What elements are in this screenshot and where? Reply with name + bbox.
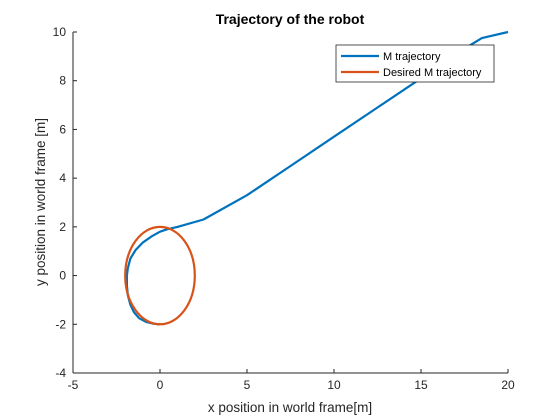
legend-label-m-trajectory: M trajectory	[383, 51, 441, 63]
y-tick-label: 6	[59, 122, 66, 136]
series-layer	[124, 30, 509, 326]
series-desired-m-trajectory	[124, 225, 196, 326]
legend-label-desired-m-trajectory: Desired M trajectory	[383, 67, 482, 79]
plot-background	[73, 32, 508, 373]
x-axis-label: x position in world frame[m]	[208, 400, 372, 415]
legend-box	[335, 44, 495, 83]
y-tick-label: -4	[55, 366, 66, 380]
y-tick-label: 4	[59, 171, 66, 185]
x-tick-label: 15	[414, 378, 428, 392]
legend: M trajectory Desired M trajectory	[335, 44, 495, 83]
axes-layer	[72, 32, 508, 374]
x-tick-label: 0	[157, 378, 164, 392]
x-tick-label: 20	[501, 378, 515, 392]
chart-title: Trajectory of the robot	[216, 11, 365, 27]
x-tick-label: 5	[244, 378, 251, 392]
y-tick-label: 8	[59, 74, 66, 88]
plot-area: -5 0 5 10 15 20 -4 -2 0 2 4 6 8 10	[53, 25, 515, 392]
x-tick-label: 10	[327, 378, 341, 392]
y-axis-label: y position in world frame [m]	[33, 118, 48, 286]
y-tick-label: 0	[59, 269, 66, 283]
y-tick-label: 10	[53, 25, 67, 39]
y-tick-label: -2	[55, 317, 66, 331]
x-tick-label: -5	[68, 378, 79, 392]
y-tick-label: 2	[59, 220, 66, 234]
ticks-layer: -5 0 5 10 15 20 -4 -2 0 2 4 6 8 10	[53, 25, 515, 392]
series-m-trajectory	[125, 30, 509, 326]
